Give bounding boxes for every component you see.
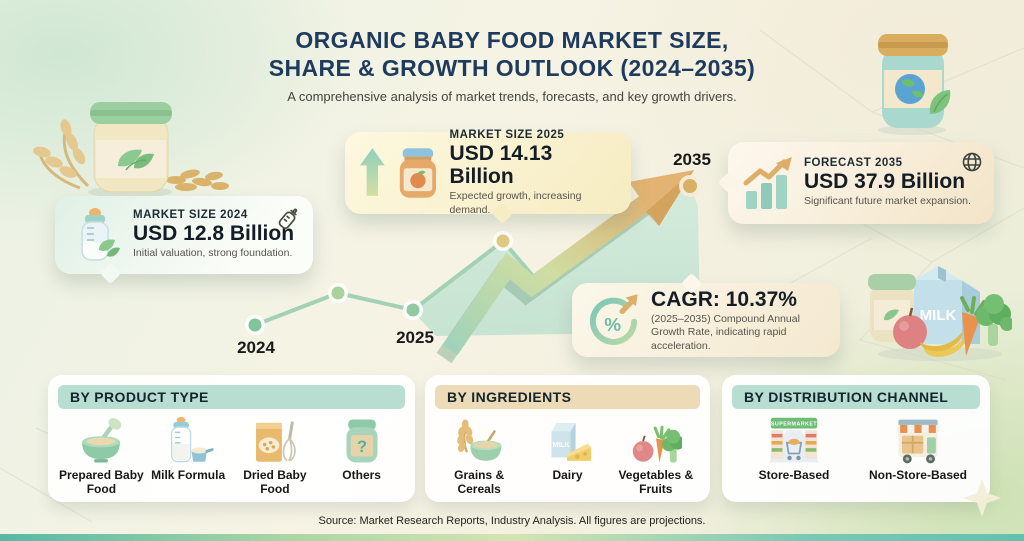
forecast-2035-card: FORECAST 2035 USD 37.9 Billion Significa… — [717, 142, 994, 224]
page-subtitle: A comprehensive analysis of market trend… — [287, 89, 737, 104]
food-group-illustration: MILK — [868, 266, 1012, 361]
page-title-line1: ORGANIC BABY FOOD MARKET SIZE, — [295, 27, 729, 53]
source-note: Source: Market Research Reports, Industr… — [318, 515, 706, 527]
bowl-spoon-icon — [82, 417, 122, 463]
item-label: Grains & Cereals — [454, 468, 505, 496]
item-label: Prepared Baby Food — [59, 468, 144, 496]
fruits-vegetables-icon — [632, 425, 682, 463]
wheat-bowl-icon — [457, 419, 502, 461]
question-glyph: ? — [357, 438, 367, 456]
percent-glyph: % — [604, 315, 621, 336]
item-milk-formula: Milk Formula — [145, 416, 231, 483]
item-label: Vegetables & Fruits — [618, 468, 694, 496]
card-value: USD 12.8 Billion — [133, 222, 295, 246]
section-by-distribution-channel: BY DISTRIBUTION CHANNEL SUPERMARKET Stor… — [722, 375, 990, 502]
growth-arrow-shaft — [442, 190, 658, 356]
supermarket-sign-label: SUPERMARKET — [771, 421, 817, 427]
percent-circle-arrow-icon: % — [589, 294, 638, 345]
supermarket-icon: SUPERMARKET — [769, 417, 819, 463]
growth-bars-arrow-icon — [743, 157, 792, 209]
bottle-outline-icon — [278, 208, 298, 230]
item-label: Non-Store-Based — [868, 468, 967, 482]
card-desc: Initial valuation, strong foundation. — [133, 247, 293, 260]
item-label: Milk Formula — [151, 468, 226, 482]
milk-cheese-icon: MILK — [551, 422, 592, 461]
item-dried-baby-food: Dried Baby Food — [232, 416, 318, 497]
item-vegetables-fruits: Vegetables & Fruits — [613, 416, 699, 497]
formula-bottle-scoop-icon — [171, 416, 214, 463]
globe-icon — [962, 152, 982, 172]
section-title: BY DISTRIBUTION CHANNEL — [732, 385, 980, 409]
section-by-product-type: BY PRODUCT TYPE Prepared Baby Food — [48, 375, 415, 502]
section-by-ingredients: BY INGREDIENTS Grains & Cereals — [425, 375, 710, 502]
bottom-accent-bar — [0, 534, 1024, 541]
up-arrow-icon — [359, 148, 385, 196]
card-desc: (2025–2035) Compound Annual Growth Rate,… — [651, 313, 800, 352]
axis-label-2035: 2035 — [673, 150, 711, 169]
card-desc: Expected growth, increasing demand. — [449, 190, 582, 216]
cereal-box-whisk-icon — [255, 421, 296, 462]
baby-jar-wheat-illustration — [33, 102, 229, 198]
sparkle-icon — [963, 479, 1001, 517]
card-desc: Significant future market expansion. — [804, 195, 971, 208]
card-value: USD 14.13 Billion — [449, 142, 553, 189]
card-value: USD 37.9 Billion — [804, 170, 966, 194]
growth-arrow-head — [629, 170, 694, 226]
card-label: MARKET SIZE 2024 — [133, 209, 248, 222]
axis-label-2025: 2025 — [396, 328, 434, 347]
delivery-truck-icon — [896, 419, 940, 464]
item-prepared-baby-food: Prepared Baby Food — [58, 416, 144, 497]
card-label: CAGR: 10.37% — [651, 288, 797, 312]
trend-data-points — [245, 175, 701, 335]
eco-jar-illustration — [878, 34, 951, 135]
item-dairy: MILK Dairy — [524, 416, 610, 483]
card-label: MARKET SIZE 2025 — [449, 129, 565, 142]
jar-question-icon: ? — [346, 419, 378, 463]
item-non-store-based: Non-Store-Based — [858, 416, 978, 483]
item-others: ? Others — [319, 416, 405, 483]
item-label: Store-Based — [758, 468, 830, 482]
market-size-2025-card: MARKET SIZE 2025 USD 14.13 Billion Expec… — [345, 129, 631, 225]
item-store-based: SUPERMARKET Store-Based — [734, 416, 854, 483]
baby-food-jar-icon — [399, 148, 436, 198]
section-title: BY PRODUCT TYPE — [58, 385, 405, 409]
item-grains-cereals: Grains & Cereals — [436, 416, 522, 497]
cagr-card: % CAGR: 10.37% (2025–2035) Compound Annu… — [572, 272, 840, 357]
section-title: BY INGREDIENTS — [435, 385, 700, 409]
item-label: Dairy — [552, 468, 583, 482]
card-label: FORECAST 2035 — [804, 157, 903, 170]
page-title-line2: SHARE & GROWTH OUTLOOK (2024–2035) — [268, 55, 756, 81]
item-label: Others — [342, 468, 381, 482]
market-size-2024-card: MARKET SIZE 2024 USD 12.8 Billion Initia… — [55, 196, 313, 285]
item-label: Dried Baby Food — [243, 468, 307, 496]
axis-label-2024: 2024 — [237, 338, 275, 357]
milk-label-small: MILK — [553, 442, 570, 449]
milk-carton-label: MILK — [920, 307, 957, 324]
baby-bottle-leaf-icon — [81, 208, 120, 261]
